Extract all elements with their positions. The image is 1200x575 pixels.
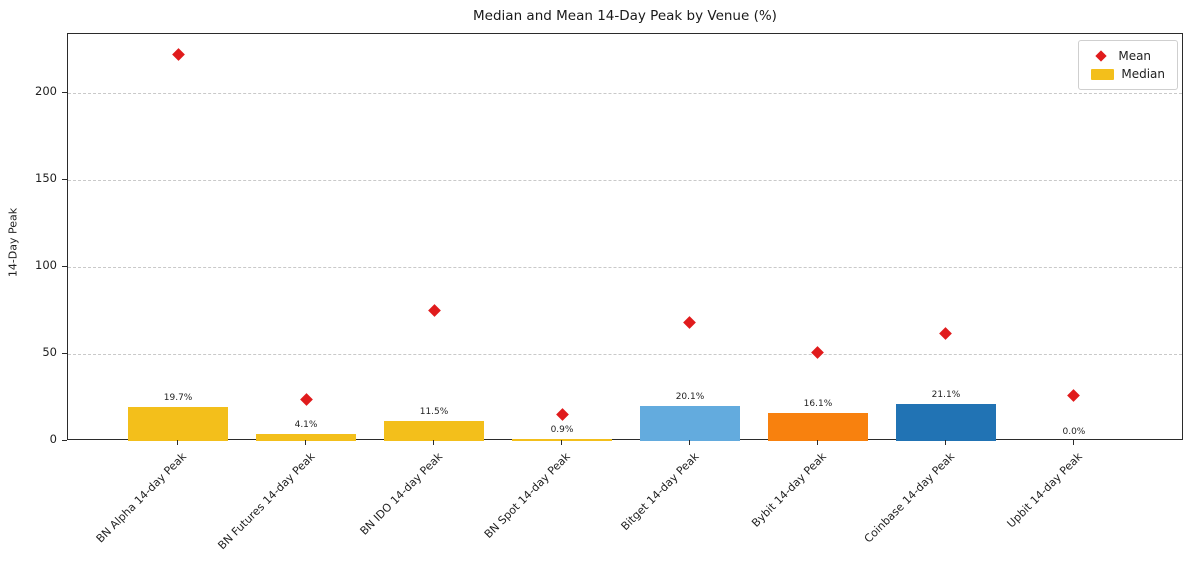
mean-point bbox=[683, 316, 697, 330]
x-tick-label: BN Alpha 14-day Peak bbox=[93, 450, 190, 546]
bar-value-label: 0.0% bbox=[1062, 427, 1086, 437]
x-tick-label: BN Spot 14-day Peak bbox=[482, 450, 574, 541]
x-tick-mark bbox=[433, 440, 435, 445]
mean-point bbox=[171, 48, 185, 62]
gridline bbox=[68, 180, 1182, 182]
bar-value-label: 20.1% bbox=[675, 392, 705, 403]
bar-value-label: 19.7% bbox=[163, 392, 193, 403]
x-tick-label: BN Futures 14-day Peak bbox=[215, 450, 318, 553]
x-tick-label: Upbit 14-day Peak bbox=[1004, 450, 1086, 531]
legend: Mean Median bbox=[1078, 40, 1178, 90]
bar bbox=[895, 404, 996, 441]
y-tick-mark bbox=[62, 266, 67, 268]
gridline bbox=[68, 93, 1182, 95]
gridline bbox=[68, 267, 1182, 269]
legend-entry-median: Median bbox=[1089, 65, 1165, 83]
bar-value-label: 11.5% bbox=[419, 406, 449, 417]
legend-entry-mean: Mean bbox=[1089, 47, 1165, 65]
plot-area: 19.7% 4.1% 11.5% 0.9% 20.1% 16.1% 21.1% 0.0% bbox=[67, 33, 1183, 441]
x-tick-label: Bybit 14-day Peak bbox=[749, 450, 830, 530]
y-tick-label: 200 bbox=[35, 84, 57, 99]
median-swatch-icon bbox=[1091, 68, 1115, 80]
mean-point bbox=[427, 304, 441, 317]
y-tick-label: 100 bbox=[35, 258, 57, 273]
bar bbox=[512, 439, 612, 441]
x-tick-label: Coinbase 14-day Peak bbox=[861, 450, 958, 546]
y-tick-label: 0 bbox=[49, 432, 57, 446]
mean-point bbox=[811, 345, 825, 359]
mean-point bbox=[299, 392, 313, 406]
y-tick-mark bbox=[62, 440, 67, 441]
bar-value-label: 4.1% bbox=[294, 419, 318, 430]
gridline bbox=[68, 354, 1182, 356]
legend-label: Mean bbox=[1118, 49, 1152, 63]
y-tick-label: 50 bbox=[42, 345, 57, 360]
y-tick-mark bbox=[62, 92, 67, 94]
bar-value-label: 21.1% bbox=[931, 390, 961, 401]
x-tick-mark bbox=[1072, 440, 1074, 445]
bar bbox=[256, 433, 357, 441]
x-tick-mark bbox=[177, 440, 179, 445]
mean-point bbox=[939, 326, 953, 340]
x-tick-mark bbox=[561, 440, 562, 445]
chart-title: Median and Mean 14-Day Peak by Venue (%) bbox=[473, 8, 777, 24]
x-tick-mark bbox=[816, 440, 818, 445]
mean-diamond-icon bbox=[1095, 50, 1108, 62]
mean-point bbox=[555, 408, 569, 422]
x-tick-mark bbox=[944, 440, 946, 445]
x-tick-label: BN IDO 14-day Peak bbox=[357, 450, 446, 538]
y-tick-mark bbox=[62, 179, 67, 181]
y-tick-label: 150 bbox=[35, 171, 57, 186]
bar bbox=[767, 412, 868, 441]
legend-label: Median bbox=[1121, 67, 1165, 81]
bar-value-label: 16.1% bbox=[803, 398, 833, 409]
mean-point bbox=[1067, 389, 1081, 403]
bar bbox=[384, 420, 485, 441]
x-tick-mark bbox=[688, 440, 690, 445]
bar bbox=[128, 406, 229, 441]
bar-value-label: 0.9% bbox=[550, 425, 574, 436]
bar bbox=[639, 406, 740, 441]
x-tick-mark bbox=[305, 440, 307, 445]
x-tick-label: Bitget 14-day Peak bbox=[618, 450, 702, 533]
y-axis-label: 14-Day Peak bbox=[6, 207, 20, 278]
y-tick-mark bbox=[62, 353, 67, 355]
